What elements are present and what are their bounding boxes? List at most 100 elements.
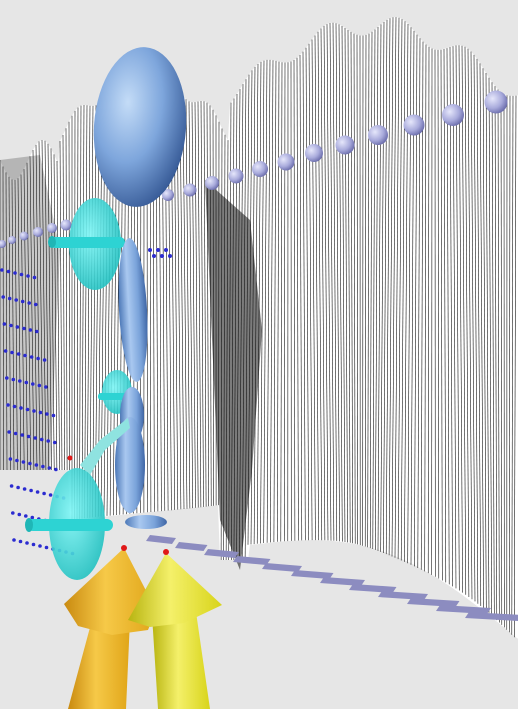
foot-segment[interactable] bbox=[125, 515, 167, 529]
trajectory-dot bbox=[41, 464, 45, 469]
trajectory-dot bbox=[148, 248, 152, 252]
trajectory-dot bbox=[6, 269, 11, 274]
terrain-line bbox=[341, 25, 346, 543]
terrain-line bbox=[68, 121, 70, 471]
floor-markers bbox=[146, 535, 518, 621]
terrain-line bbox=[296, 57, 299, 541]
terrain-line bbox=[335, 23, 340, 542]
trajectory-dot bbox=[52, 440, 57, 445]
terrain-line bbox=[375, 26, 379, 550]
trajectory-dot bbox=[42, 358, 47, 362]
terrain-line bbox=[323, 25, 329, 541]
terrain-line bbox=[467, 48, 473, 600]
terrain-line bbox=[191, 102, 196, 508]
trajectory-dot bbox=[13, 271, 17, 275]
torso-segment[interactable] bbox=[89, 44, 192, 210]
terrain-line bbox=[203, 101, 207, 507]
terrain-line bbox=[86, 105, 91, 519]
terrain-line bbox=[305, 47, 309, 541]
terrain-line bbox=[320, 28, 326, 541]
trajectory-dot bbox=[20, 299, 25, 304]
terrain-line bbox=[344, 27, 348, 543]
terrain-line bbox=[314, 35, 319, 541]
terrain-line bbox=[20, 174, 25, 471]
terrain-line bbox=[394, 17, 400, 558]
trajectory-dot bbox=[45, 412, 49, 416]
trajectory-dot bbox=[26, 434, 31, 439]
trajectory-sphere bbox=[19, 231, 29, 241]
trajectory-dot bbox=[9, 323, 13, 328]
trajectory-dot bbox=[46, 439, 50, 443]
terrain-line bbox=[443, 48, 447, 583]
floor-marker bbox=[320, 577, 365, 586]
terrain-line bbox=[367, 33, 370, 548]
terrain-line bbox=[511, 95, 514, 635]
floor-marker bbox=[233, 556, 271, 565]
terrain-line bbox=[270, 60, 274, 543]
trajectory-dot bbox=[29, 488, 33, 493]
terrain-line bbox=[437, 49, 440, 579]
thigh-segment[interactable] bbox=[115, 237, 150, 382]
trajectory-dots bbox=[0, 248, 172, 556]
trajectory-dot bbox=[47, 466, 52, 470]
trajectory-dot bbox=[31, 542, 36, 547]
terrain-line bbox=[497, 89, 500, 623]
terrain-line bbox=[277, 61, 280, 542]
terrain-line bbox=[347, 29, 351, 543]
trajectory-dot bbox=[17, 512, 22, 517]
terrain-line bbox=[56, 160, 60, 471]
terrain-line bbox=[400, 21, 406, 561]
trajectory-dot bbox=[16, 485, 20, 490]
arrow-cone-yellow bbox=[128, 553, 222, 627]
floor-marker bbox=[349, 584, 397, 593]
floor-marker bbox=[465, 612, 518, 621]
terrain-line bbox=[385, 18, 391, 555]
terrain-line bbox=[452, 46, 457, 589]
trajectory-dot bbox=[15, 325, 20, 329]
trajectory-dot bbox=[42, 491, 46, 496]
marker-point bbox=[67, 455, 73, 461]
terrain-line bbox=[494, 86, 498, 621]
trajectory-dot bbox=[35, 490, 40, 494]
terrain-line bbox=[332, 22, 338, 542]
trajectory-dot bbox=[35, 329, 39, 334]
terrain-line bbox=[308, 43, 313, 541]
terrain-line bbox=[41, 139, 47, 471]
trajectory-sphere bbox=[205, 176, 219, 190]
terrain-line bbox=[446, 48, 450, 585]
terrain-line bbox=[206, 102, 209, 507]
terrain-line bbox=[194, 102, 199, 508]
trajectory-sphere bbox=[335, 135, 355, 155]
terrain-line bbox=[299, 54, 303, 541]
force-arrow-yellow[interactable] bbox=[128, 549, 222, 709]
shin-segment[interactable] bbox=[115, 417, 145, 513]
terrain-valley-shadow bbox=[205, 180, 262, 570]
trajectory-dot bbox=[5, 376, 9, 380]
trajectory-sphere bbox=[0, 240, 6, 248]
trajectory-sphere bbox=[442, 104, 464, 126]
trajectory-sphere bbox=[252, 161, 268, 177]
trajectory-dot bbox=[20, 433, 25, 437]
trajectory-dot bbox=[38, 544, 42, 548]
trajectory-dot bbox=[19, 406, 23, 410]
back-leg-segment[interactable] bbox=[80, 418, 130, 475]
terrain-line bbox=[302, 51, 306, 541]
trajectory-dot bbox=[28, 328, 33, 332]
terrain-line bbox=[397, 19, 403, 560]
skeleton-figure[interactable] bbox=[25, 44, 191, 580]
trajectory-dot bbox=[29, 355, 34, 359]
terrain-line bbox=[256, 61, 262, 544]
terrain-line bbox=[391, 17, 397, 557]
terrain-line bbox=[293, 59, 296, 541]
terrain-line bbox=[23, 169, 28, 471]
trajectory-dot bbox=[34, 463, 39, 467]
trajectory-dot bbox=[13, 431, 18, 436]
terrain-line bbox=[404, 23, 409, 562]
terrain-line bbox=[2, 166, 4, 471]
terrain-line bbox=[372, 29, 376, 550]
trajectory-dot bbox=[36, 356, 40, 361]
trajectory-dot bbox=[168, 254, 172, 258]
terrain-line bbox=[26, 162, 31, 471]
terrain-line bbox=[29, 156, 35, 471]
